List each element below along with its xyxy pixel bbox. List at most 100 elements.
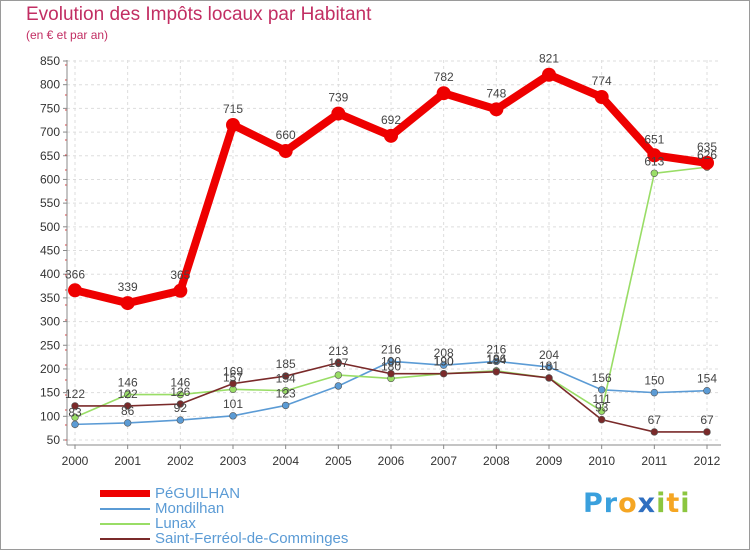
- x-tick-label: 2009: [536, 454, 563, 468]
- data-label: 185: [276, 357, 296, 371]
- y-tick-label: 300: [40, 315, 60, 329]
- x-tick-label: 2006: [378, 454, 405, 468]
- y-tick-label: 100: [40, 409, 60, 423]
- y-tick-label: 550: [40, 196, 60, 210]
- y-tick-label: 50: [47, 433, 61, 447]
- data-label: 101: [223, 397, 243, 411]
- data-point-1: [281, 401, 290, 410]
- data-label: 748: [486, 86, 506, 100]
- data-label: 774: [592, 74, 612, 88]
- data-point-0: [173, 283, 188, 298]
- logo-part-pr: Pr: [583, 488, 619, 519]
- data-point-1: [229, 412, 237, 420]
- x-tick-label: 2003: [220, 454, 247, 468]
- x-tick-label: 2002: [167, 454, 194, 468]
- data-point-2: [123, 390, 132, 399]
- data-point-0: [120, 296, 135, 311]
- data-label: 216: [486, 342, 506, 356]
- data-point-0: [278, 144, 293, 159]
- legend-label-mondilhan: Mondilhan: [155, 500, 225, 517]
- data-point-1: [387, 357, 395, 366]
- proxiti-logo: Proxiti: [583, 488, 691, 519]
- y-tick-label: 650: [40, 149, 60, 163]
- data-point-0: [384, 128, 398, 143]
- data-label: 111: [593, 392, 612, 406]
- data-point-1: [334, 382, 343, 390]
- data-point-2: [176, 390, 185, 399]
- data-point-3: [650, 428, 659, 436]
- data-point-0: [647, 148, 662, 163]
- y-tick-label: 750: [40, 101, 60, 115]
- data-point-2: [281, 387, 290, 395]
- logo-part-i: i: [656, 488, 667, 519]
- data-label: 782: [434, 70, 454, 84]
- data-point-0: [68, 283, 82, 298]
- data-label: 122: [118, 387, 138, 401]
- data-label: 613: [644, 154, 664, 168]
- data-point-1: [703, 387, 711, 395]
- logo-part-o: o: [618, 488, 638, 519]
- data-point-0: [331, 106, 346, 121]
- y-tick-label: 350: [40, 291, 60, 305]
- y-tick-label: 450: [40, 244, 60, 258]
- data-label: 154: [697, 372, 717, 386]
- data-point-1: [650, 388, 659, 397]
- series-points: [68, 67, 714, 436]
- x-tick-label: 2008: [483, 454, 510, 468]
- data-point-1: [123, 419, 132, 427]
- data-labels: 366 339 365 715 660 739 692 782 748 821 774 651 635 8…: [65, 52, 717, 427]
- data-point-3: [176, 400, 185, 408]
- data-point-3: [439, 369, 448, 378]
- data-point-3: [492, 368, 501, 376]
- data-point-0: [542, 67, 556, 82]
- data-label: 194: [486, 353, 506, 367]
- data-point-0: [594, 90, 609, 105]
- data-label: 93: [595, 401, 609, 415]
- data-point-3: [597, 415, 606, 424]
- y-tick-label: 500: [40, 220, 60, 234]
- y-tick-label: 200: [40, 362, 60, 376]
- legend-swatch-lunax: [100, 523, 150, 525]
- y-tick-label: 150: [40, 386, 60, 400]
- data-point-3: [123, 402, 132, 410]
- x-tick-label: 2011: [641, 454, 667, 468]
- data-point-3: [703, 428, 711, 436]
- data-label: 216: [381, 342, 401, 356]
- data-point-3: [229, 379, 237, 388]
- data-point-3: [545, 374, 553, 382]
- data-point-0: [489, 102, 504, 117]
- plot-area: [67, 60, 721, 445]
- axes: 50 100 150 200 250 300 350 400 450 500 550 600 650 70…: [40, 54, 721, 468]
- legend-swatch-saint-ferreol: [100, 538, 150, 540]
- data-label: 126: [170, 385, 190, 399]
- data-point-1: [176, 416, 185, 424]
- data-point-2: [71, 413, 79, 421]
- legend-label-peguilhan: PéGUILHAN: [155, 485, 241, 502]
- x-tick-label: 2012: [694, 454, 721, 468]
- y-tick-label: 800: [40, 78, 60, 92]
- legend-swatch-peguilhan: [100, 490, 150, 497]
- y-tick-label: 600: [40, 172, 60, 186]
- chart-subtitle: (en € et par an): [26, 28, 109, 42]
- x-tick-label: 2007: [430, 454, 457, 468]
- data-label: 146: [118, 376, 138, 390]
- data-label: 83: [68, 405, 82, 419]
- data-point-1: [71, 420, 79, 429]
- data-label: 821: [539, 52, 559, 66]
- data-label: 339: [118, 280, 138, 294]
- legend-label-saint-ferreol: Saint-Ferréol-de-Comminges: [155, 530, 349, 547]
- data-point-0: [436, 86, 451, 101]
- data-label: 67: [700, 413, 714, 427]
- chart-title: Evolution des Impôts locaux par Habitant: [26, 4, 372, 25]
- data-label: 146: [170, 376, 190, 390]
- data-label: 92: [174, 401, 188, 415]
- y-tick-label: 400: [40, 267, 60, 281]
- data-point-0: [226, 117, 240, 132]
- legend-label-lunax: Lunax: [155, 515, 196, 532]
- data-point-3: [281, 372, 290, 380]
- data-label: 739: [328, 91, 348, 105]
- data-label: 157: [223, 370, 243, 384]
- data-point-2: [597, 407, 606, 415]
- data-label: 208: [434, 346, 454, 360]
